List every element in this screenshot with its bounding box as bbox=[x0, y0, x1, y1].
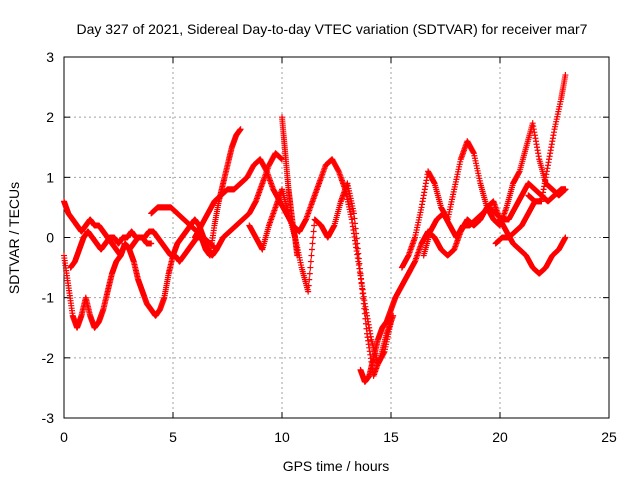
data-point bbox=[353, 230, 360, 237]
data-point bbox=[361, 305, 368, 312]
y-tick-label: 3 bbox=[46, 49, 54, 65]
data-point bbox=[362, 320, 369, 327]
data-point bbox=[356, 265, 363, 272]
data-point bbox=[294, 252, 301, 259]
data-point bbox=[307, 264, 314, 271]
y-tick-label: -3 bbox=[42, 410, 55, 426]
x-tick-label: 0 bbox=[60, 429, 68, 445]
data-point bbox=[358, 280, 365, 287]
data-point bbox=[359, 290, 366, 297]
data-point bbox=[562, 234, 569, 241]
data-point bbox=[308, 252, 315, 259]
data-point bbox=[350, 210, 357, 217]
y-tick-label: 0 bbox=[46, 230, 54, 246]
data-point bbox=[310, 234, 317, 241]
data-point bbox=[308, 246, 315, 253]
axis-ticks: 0 5 10 15 20 25 -3 -2 -1 0 1 2 3 bbox=[42, 49, 617, 445]
data-point bbox=[357, 270, 364, 277]
data-point bbox=[363, 325, 370, 332]
x-tick-label: 20 bbox=[492, 429, 508, 445]
data-point bbox=[359, 285, 366, 292]
y-tick-label: -2 bbox=[42, 350, 55, 366]
data-point bbox=[306, 270, 313, 277]
data-point bbox=[362, 315, 369, 322]
data-point bbox=[306, 276, 313, 283]
data-point bbox=[310, 228, 317, 235]
data-point bbox=[360, 300, 367, 307]
data-point bbox=[355, 250, 362, 257]
data-point bbox=[351, 215, 358, 222]
data-point bbox=[352, 225, 359, 232]
x-tick-label: 5 bbox=[169, 429, 177, 445]
data-point bbox=[309, 240, 316, 247]
x-tick-label: 25 bbox=[601, 429, 617, 445]
chart-title: Day 327 of 2021, Sidereal Day-to-day VTE… bbox=[77, 21, 588, 37]
data-point bbox=[305, 282, 312, 289]
x-tick-label: 15 bbox=[383, 429, 399, 445]
data-point bbox=[356, 260, 363, 267]
data-point bbox=[360, 295, 367, 302]
data-point bbox=[354, 245, 361, 252]
data-point bbox=[355, 255, 362, 262]
x-tick-label: 10 bbox=[274, 429, 290, 445]
data-point bbox=[361, 310, 368, 317]
data-point bbox=[352, 220, 359, 227]
y-axis-label: SDTVAR / TECUs bbox=[6, 182, 22, 294]
y-tick-label: 1 bbox=[46, 169, 54, 185]
data-points bbox=[61, 72, 569, 385]
x-axis-label: GPS time / hours bbox=[283, 458, 390, 474]
data-point bbox=[305, 288, 312, 295]
data-point bbox=[307, 258, 314, 265]
y-tick-label: -1 bbox=[42, 290, 55, 306]
data-point bbox=[562, 186, 569, 193]
y-tick-label: 2 bbox=[46, 109, 54, 125]
data-point bbox=[354, 240, 361, 247]
data-point bbox=[237, 126, 244, 133]
data-point bbox=[148, 240, 155, 247]
data-point bbox=[562, 72, 569, 79]
data-point bbox=[353, 235, 360, 242]
data-point bbox=[358, 275, 365, 282]
data-point bbox=[531, 198, 538, 205]
data-point bbox=[311, 222, 318, 229]
